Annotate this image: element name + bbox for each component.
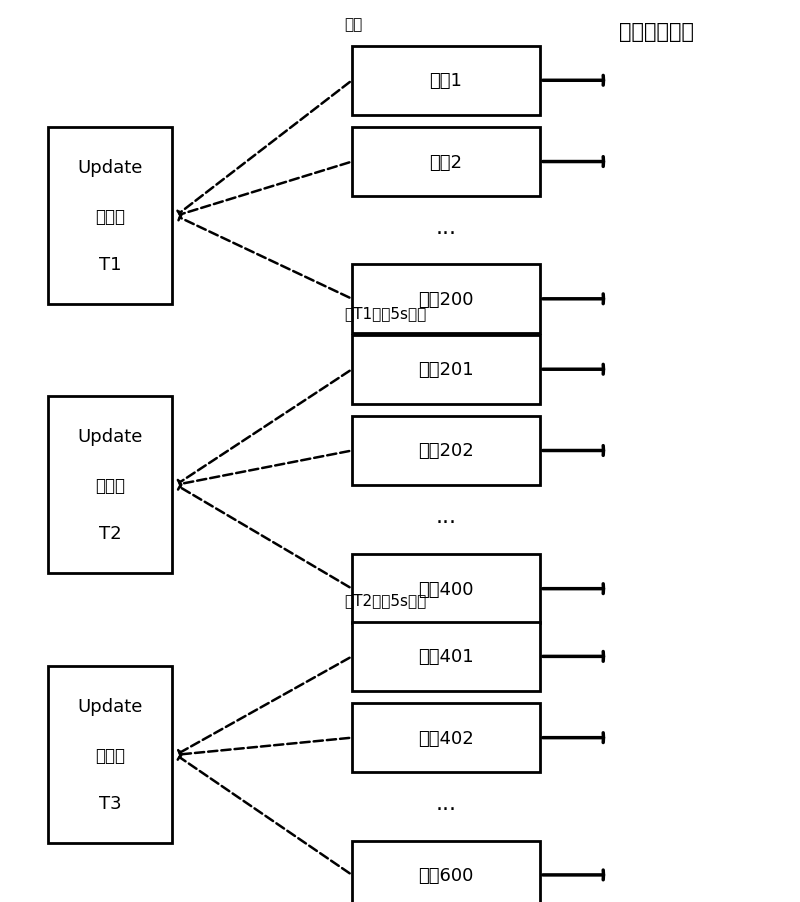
- Text: T1: T1: [98, 256, 122, 274]
- Text: 接口401: 接口401: [418, 648, 474, 666]
- Text: 接口202: 接口202: [418, 442, 474, 460]
- Text: 定时器: 定时器: [95, 476, 125, 494]
- Text: 接口600: 接口600: [418, 866, 474, 884]
- Bar: [352, 336, 540, 404]
- Text: 比T2延迟5s到时: 比T2延迟5s到时: [344, 593, 426, 607]
- Text: 接口201: 接口201: [418, 361, 474, 379]
- Bar: [352, 128, 540, 197]
- Text: 接口400: 接口400: [418, 580, 474, 598]
- Text: 定时器: 定时器: [95, 207, 125, 226]
- Bar: [352, 47, 540, 115]
- Bar: [48, 397, 172, 574]
- Bar: [352, 622, 540, 691]
- Text: Update: Update: [78, 428, 142, 446]
- Bar: [352, 417, 540, 485]
- Bar: [48, 128, 172, 305]
- Text: Update: Update: [78, 159, 142, 177]
- Text: ...: ...: [435, 506, 457, 526]
- Bar: [352, 265, 540, 334]
- Text: 接口1: 接口1: [430, 72, 462, 90]
- Text: 路由更新报文: 路由更新报文: [618, 22, 694, 41]
- Bar: [48, 667, 172, 843]
- Text: 接口2: 接口2: [430, 153, 462, 171]
- Bar: [352, 555, 540, 623]
- Text: 接口402: 接口402: [418, 729, 474, 747]
- Text: Update: Update: [78, 697, 142, 715]
- Text: ...: ...: [435, 793, 457, 813]
- Text: T2: T2: [98, 525, 122, 543]
- Text: 接口200: 接口200: [418, 290, 474, 308]
- Text: ...: ...: [435, 217, 457, 237]
- Bar: [352, 704, 540, 772]
- Text: T3: T3: [98, 795, 122, 813]
- Bar: [352, 841, 540, 902]
- Text: 到时: 到时: [344, 17, 362, 32]
- Text: 定时器: 定时器: [95, 746, 125, 764]
- Text: 比T1延迟5s到时: 比T1延迟5s到时: [344, 306, 426, 320]
